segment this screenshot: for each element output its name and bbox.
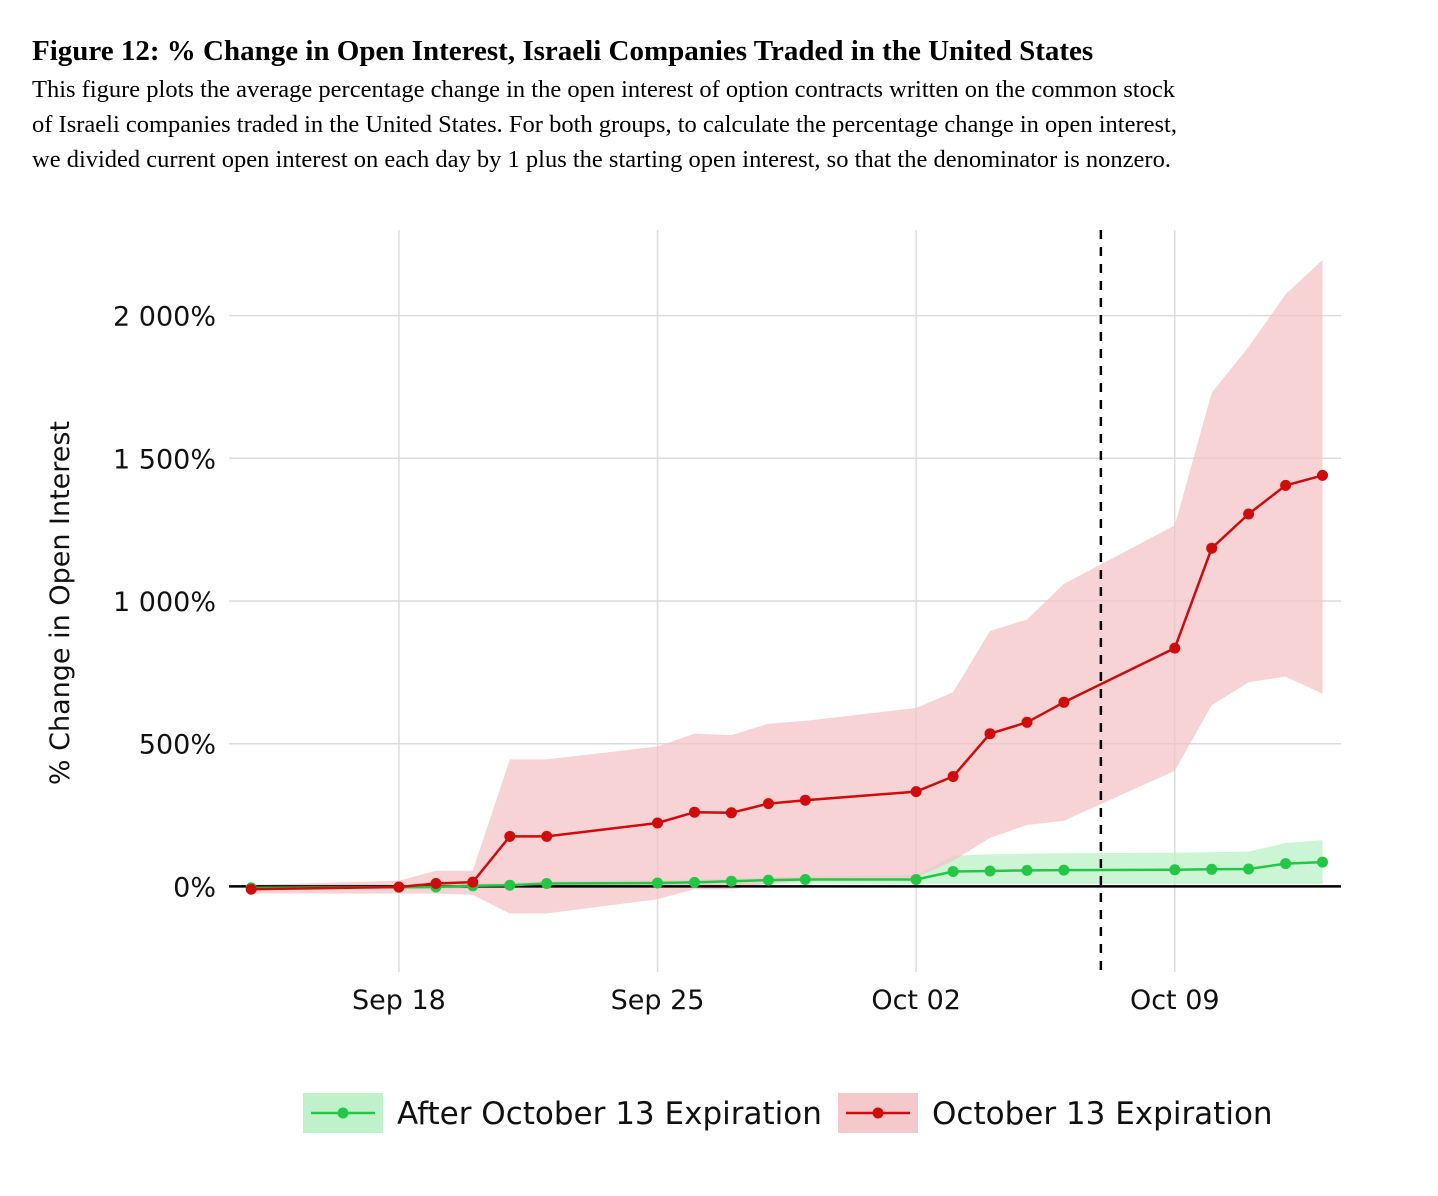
red-data-point — [1206, 542, 1218, 554]
figure-title: Figure 12: % Change in Open Interest, Is… — [32, 35, 1094, 67]
green-data-point — [984, 865, 996, 877]
red-data-point — [1280, 479, 1292, 491]
red-data-point — [541, 830, 553, 842]
green-data-point — [1021, 864, 1033, 876]
x-tick-label: Sep 25 — [611, 985, 705, 1016]
figure-caption: This figure plots the average percentage… — [32, 72, 1432, 177]
x-tick-label: Oct 09 — [1130, 985, 1220, 1016]
green-data-point — [1280, 858, 1292, 870]
legend: After October 13 Expiration October 13 Ex… — [303, 1093, 1273, 1133]
tick-labels: Sep 18 Sep 25 Oct 02 Oct 09 0% 500% 1 000% 1 50… — [113, 302, 1220, 1016]
green-data-point — [1243, 863, 1255, 875]
y-tick-label: 2 000% — [113, 302, 216, 333]
red-data-point — [1058, 696, 1070, 708]
red-data-point — [245, 883, 257, 895]
red-data-point — [1243, 508, 1255, 520]
y-axis-label: % Change in Open Interest — [45, 421, 76, 785]
green-confidence-band — [251, 840, 1323, 891]
y-tick-label: 1 000% — [113, 587, 216, 618]
green-data-point — [504, 879, 516, 891]
red-data-point — [430, 878, 442, 889]
green-data-point — [725, 875, 737, 887]
green-data-point — [947, 866, 959, 877]
red-data-point — [652, 817, 663, 829]
red-data-point — [1317, 469, 1328, 481]
red-confidence-band — [251, 260, 1323, 914]
series-points — [245, 469, 1328, 895]
red-data-point — [799, 794, 811, 806]
red-data-point — [762, 798, 774, 810]
y-tick-label: 0% — [173, 872, 216, 903]
red-data-point — [1169, 642, 1181, 654]
green-data-point — [910, 874, 922, 885]
red-data-point — [725, 807, 737, 819]
green-data-point — [1206, 863, 1218, 875]
confidence-bands — [251, 260, 1323, 914]
legend-label: October 13 Expiration — [932, 1096, 1273, 1132]
green-data-point — [541, 878, 553, 889]
green-data-point — [652, 877, 663, 889]
red-data-point — [910, 786, 922, 798]
red-data-point — [1021, 716, 1033, 728]
green-data-point — [1169, 864, 1181, 876]
caption-line: This figure plots the average percentage… — [32, 76, 1175, 103]
red-data-point — [947, 771, 959, 782]
red-data-point — [984, 728, 996, 740]
green-legend-marker — [337, 1107, 349, 1119]
green-data-point — [762, 874, 774, 886]
green-data-point — [689, 876, 700, 888]
x-tick-label: Sep 18 — [352, 985, 446, 1016]
red-data-point — [689, 806, 700, 818]
caption-line: of Israeli companies traded in the Unite… — [32, 111, 1177, 138]
red-data-point — [393, 881, 405, 893]
y-tick-label: 1 500% — [113, 444, 216, 475]
y-tick-label: 500% — [139, 730, 216, 761]
green-data-point — [799, 874, 811, 885]
green-data-point — [1058, 864, 1070, 876]
red-legend-marker — [872, 1107, 884, 1119]
legend-label: After October 13 Expiration — [397, 1096, 822, 1132]
x-tick-label: Oct 02 — [871, 985, 961, 1016]
red-data-point — [467, 876, 479, 888]
red-data-point — [504, 830, 516, 842]
caption-line: we divided current open interest on each… — [32, 146, 1171, 173]
green-data-point — [1317, 856, 1328, 868]
